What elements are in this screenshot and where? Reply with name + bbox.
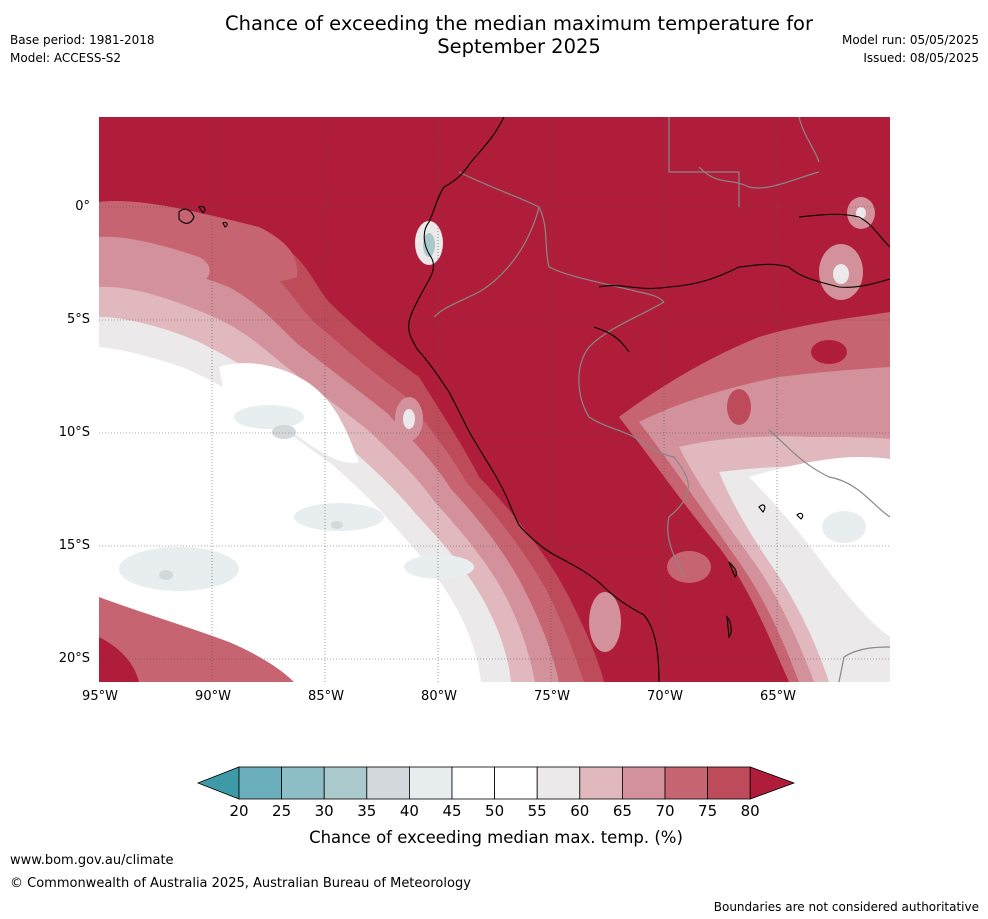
colorbar-arrow-high [749,766,796,800]
boundaries-note: Boundaries are not considered authoritat… [713,900,979,914]
colorbar-segment [664,766,708,800]
base-period-text: Base period: 1981-2018 [10,33,155,47]
coastal-anomaly-inner [423,233,435,257]
andes-spot-2 [667,551,711,583]
contour-40-45-patch-1 [272,425,296,439]
copyright-text: © Commonwealth of Australia 2025, Austra… [10,876,471,891]
colorbar-segment [707,766,751,800]
colorbar-segment [494,766,538,800]
colorbar-tick-label: 60 [570,802,590,820]
colorbar-segments [196,766,796,800]
title-line-1: Chance of exceeding the median maximum t… [224,12,814,35]
colorbar-label: Chance of exceeding median max. temp. (%… [309,828,683,847]
lat-tick-15s: 15°S [58,538,90,553]
lon-tick-95w: 95°W [82,689,118,704]
colorbar-tick-label: 50 [485,802,505,820]
issued-date-text: Issued: 08/05/2025 [863,51,979,65]
ne-anomaly-inner [833,264,849,284]
colorbar-tick-label: 30 [314,802,334,820]
website-url: www.bom.gov.au/climate [10,853,174,868]
peru-lowland-spot-inner [403,409,415,429]
colorbar-segment [323,766,368,800]
lat-tick-20s: 20°S [58,651,90,666]
ne-anomaly-2-inner [856,207,866,219]
colorbar-tick-label: 40 [399,802,419,820]
andes-spot-1 [589,592,621,652]
lower-left-corner [99,637,139,682]
lon-tick-65w: 65°W [760,689,796,704]
colorbar-tick-label: 70 [655,802,675,820]
country-borders [433,117,890,682]
contour-45-50-patch-1 [234,405,304,429]
colorbar-tick-label: 45 [442,802,462,820]
colorbar-tick-label: 80 [740,802,760,820]
graticule [99,117,890,682]
lon-tick-90w: 90°W [195,689,231,704]
contour-45-50-patch-2 [294,503,384,531]
probability-map [99,117,890,682]
contour-45-50-patch-3 [119,547,239,591]
lat-tick-5s: 5°S [66,312,90,327]
lower-left-darkband [99,597,294,682]
model-run-text: Model run: 05/05/2025 [841,33,979,47]
model-name-text: Model: ACCESS-S2 [10,51,122,65]
colorbar-segment [408,766,453,800]
colorbar-segment [621,766,666,800]
colorbar-segment [451,766,495,800]
colorbar-tick-label: 20 [229,802,249,820]
colorbar-segment [238,766,282,800]
colorbar [196,766,796,800]
title-line-2: September 2025 [437,35,601,58]
coastline [178,117,890,682]
lon-tick-85w: 85°W [308,689,344,704]
contour-40-45-patch-3 [331,521,343,529]
colorbar-tick-label: 35 [357,802,377,820]
bolivia-region-45 [822,511,866,543]
colorbar-segment [536,766,581,800]
colorbar-segment [366,766,410,800]
amazon-pocket-2 [727,389,751,425]
colorbar-tick-label: 75 [698,802,718,820]
contour-45-50-patch-4 [404,555,474,579]
colorbar-tick-label: 65 [612,802,632,820]
galapagos-region-lighter [99,236,210,287]
colorbar-segment [281,766,325,800]
lon-tick-75w: 75°W [534,689,570,704]
colorbar-segment [579,766,623,800]
lat-tick-0: 0° [75,199,90,214]
lat-tick-10s: 10°S [58,425,90,440]
colorbar-tick-label: 25 [272,802,292,820]
lon-tick-80w: 80°W [421,689,457,704]
amazon-pocket [811,340,847,364]
colorbar-tick-label: 55 [527,802,547,820]
bolivia-region-50 [749,457,890,637]
map-title: Chance of exceeding the median maximum t… [150,12,888,58]
contour-40-45-patch-2 [159,570,173,580]
lon-tick-70w: 70°W [647,689,683,704]
contour-50-55 [99,347,481,682]
colorbar-arrow-low [196,766,240,800]
